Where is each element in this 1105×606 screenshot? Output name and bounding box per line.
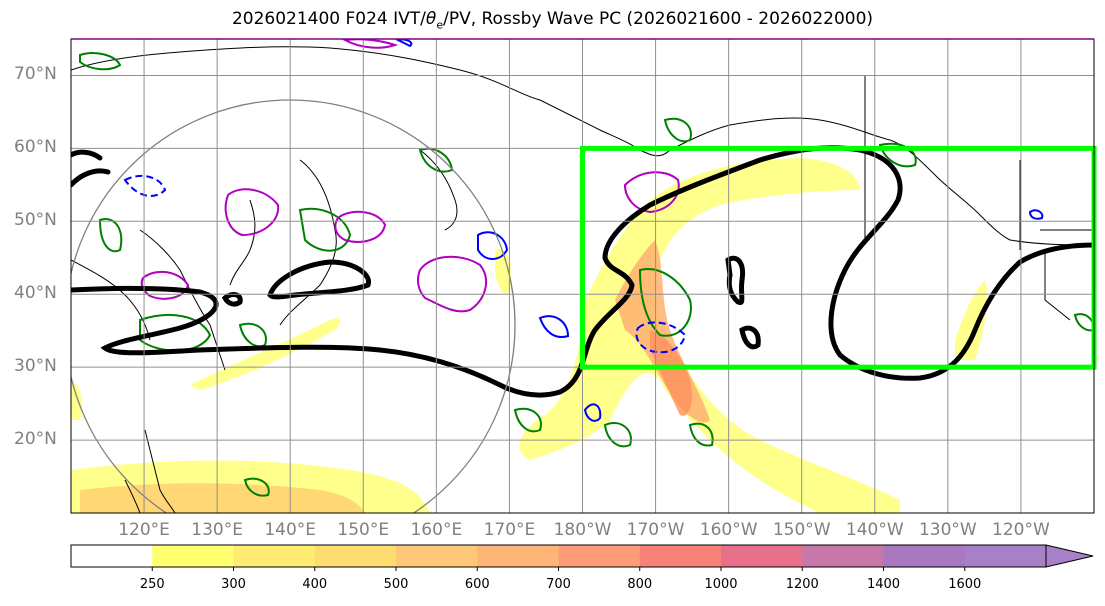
latitude-label: 70°N: [14, 64, 57, 85]
colorbar-tick-label: 1200: [785, 577, 819, 592]
longitude-label: 160°E: [410, 520, 463, 540]
colorbar-segment: [233, 545, 316, 567]
colorbar-segment: [639, 545, 722, 567]
colorbar-tick-label: 800: [627, 577, 653, 592]
longitude-label: 140°W: [845, 520, 904, 540]
ivt-east: [955, 280, 987, 360]
colorbar-segment: [802, 545, 884, 567]
longitude-label: 120°E: [118, 520, 170, 540]
latitude-label: 20°N: [14, 429, 57, 450]
colorbar-segment: [314, 545, 397, 567]
colorbar-tick-label: 1600: [948, 577, 982, 592]
longitude-label: 180°W: [553, 520, 612, 540]
longitude-label: 150°W: [772, 520, 831, 540]
longitude-label: 170°W: [626, 520, 685, 540]
colorbar-tick-label: 250: [139, 577, 165, 592]
colorbar: [70, 544, 1094, 571]
ivt-southwest-core: [80, 483, 365, 513]
longitude-label: 130°E: [191, 520, 243, 540]
longitude-label: 160°W: [699, 520, 758, 540]
theta-positive-contours: [140, 39, 680, 313]
colorbar-segment: [477, 545, 559, 567]
colorbar-segment: [71, 545, 153, 567]
figure-title: 2026021400 F024 IVT/θe/PV, Rossby Wave P…: [231, 9, 874, 32]
ivt-plume-max: [650, 330, 692, 416]
colorbar-tick-label: 500: [383, 577, 409, 592]
longitude-label: 120°W: [992, 520, 1050, 540]
colorbar-tick-label: 300: [221, 577, 246, 592]
colorbar-tick-label: 600: [464, 577, 490, 592]
colorbar-tick-label: 700: [546, 577, 571, 592]
colorbar-tick-label: 1000: [704, 577, 738, 592]
ivt-plume-central: [519, 158, 900, 513]
colorbar-extend-arrow: [1045, 544, 1094, 568]
longitude-label: 130°W: [918, 520, 977, 540]
colorbar-segment: [883, 545, 966, 567]
ivt-mid-small: [495, 249, 512, 294]
colorbar-segment: [721, 545, 803, 567]
colorbar-segment: [152, 545, 234, 567]
ivt-west-band: [190, 318, 341, 390]
latitude-label: 60°N: [14, 137, 57, 158]
longitude-label: 150°E: [337, 520, 390, 540]
latitude-label: 30°N: [14, 356, 57, 377]
latitude-label: 40°N: [14, 283, 57, 304]
colorbar-tick-label: 1400: [866, 577, 901, 592]
ivt-west-small: [71, 380, 82, 420]
pv-contours: [71, 145, 1094, 398]
colorbar-segment: [558, 545, 641, 567]
latitude-label: 50°N: [14, 210, 57, 231]
ivt-shading: [71, 158, 987, 513]
longitude-label: 140°E: [264, 520, 317, 540]
colorbar-segment: [396, 545, 478, 567]
colorbar-segment: [964, 545, 1047, 567]
longitude-label: 170°E: [483, 520, 536, 540]
colorbar-tick-label: 400: [302, 577, 328, 592]
